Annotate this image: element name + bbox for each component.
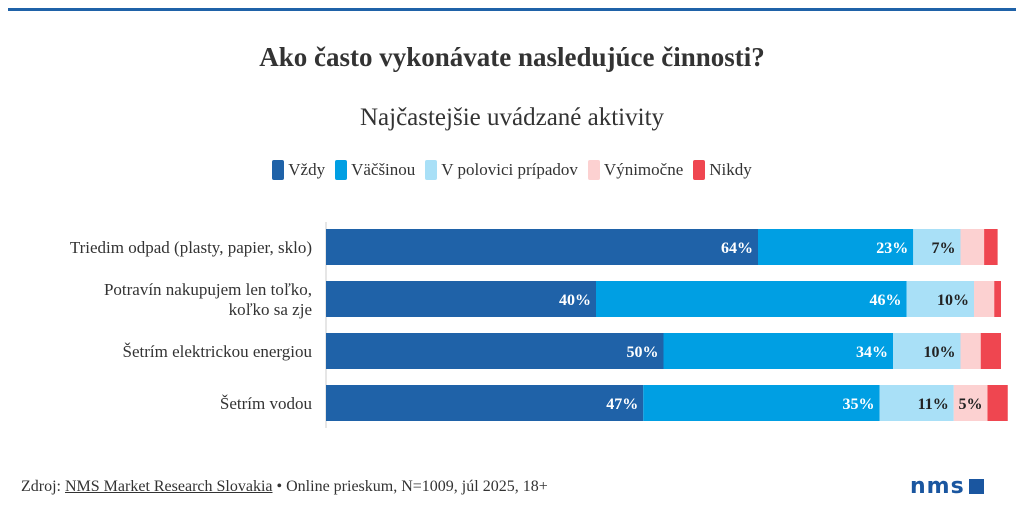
logo-square-icon (968, 479, 984, 494)
bar-segment (758, 229, 914, 265)
chart-subtitle: Najčastejšie uvádzané aktivity (359, 104, 665, 131)
bar-segment (987, 385, 1008, 421)
legend-item-vynimocne: Výnimočne (587, 160, 684, 180)
data-label: 40% (559, 292, 591, 309)
bar-segment (326, 333, 664, 369)
legend-item-v-polovici: V polovici prípadov (425, 160, 578, 180)
data-label: 10% (937, 292, 969, 309)
bar-segment (893, 333, 961, 369)
footer-separator: • (276, 478, 283, 495)
data-label: 23% (876, 240, 908, 257)
bar-segment (984, 229, 998, 265)
bar-segment (960, 229, 985, 265)
data-label: 35% (843, 396, 875, 413)
logo-text: nms (910, 474, 965, 499)
bar-segment (596, 281, 907, 317)
source-prefix: Zdroj: (21, 478, 61, 495)
legend-label-v-polovici: V polovici prípadov (441, 160, 578, 179)
survey-details: Online prieskum, N=1009, júl 2025, 18+ (286, 478, 548, 495)
legend-item-vzdy: Vždy (272, 160, 325, 180)
legend-item-vacsinou: Väčšinou (335, 160, 415, 180)
category-label: Triedim odpad (plasty, papier, sklo) (70, 238, 312, 257)
top-rule (8, 8, 1016, 11)
data-label: 46% (870, 292, 902, 309)
bar-segment (980, 333, 1001, 369)
legend-label-vacsinou: Väčšinou (351, 160, 416, 179)
bar-segment (326, 229, 758, 265)
bar-segment (326, 281, 596, 317)
category-label: Šetrím vodou (220, 394, 313, 413)
legend-item-nikdy: Nikdy (693, 160, 752, 180)
bar-segment (879, 385, 954, 421)
bar-segment (994, 281, 1001, 317)
legend-label-vzdy: Vždy (288, 160, 326, 179)
bar-segment (663, 333, 893, 369)
data-label: 5% (959, 396, 983, 413)
bar-segment (643, 385, 880, 421)
data-label: 34% (856, 344, 888, 361)
legend-label-vynimocne: Výnimočne (603, 160, 684, 179)
data-label: 10% (924, 344, 956, 361)
category-label: Potravín nakupujem len toľko, koľko sa zj… (104, 280, 312, 319)
chart-title: Ako často vykonávate nasledujúce činnost… (259, 42, 765, 72)
source-footer: Zdroj: NMS Market Research Slovakia • On… (21, 478, 548, 496)
legend-swatch-vzdy (272, 160, 285, 180)
bar-segment (913, 229, 961, 265)
legend-swatch-vacsinou (335, 160, 348, 180)
data-label: 64% (721, 240, 753, 257)
data-label: 7% (932, 240, 956, 257)
stacked-bar-chart: Triedim odpad (plasty, papier, sklo) 64% 2… (70, 222, 1008, 428)
legend-swatch-nikdy (693, 160, 706, 180)
source-link[interactable]: NMS Market Research Slovakia (65, 478, 273, 495)
legend-label-nikdy: Nikdy (709, 160, 752, 179)
category-label: Šetrím elektrickou energiou (123, 342, 313, 361)
legend-swatch-v-polovici (425, 160, 438, 180)
bar-segment (953, 385, 988, 421)
bar-segment (906, 281, 974, 317)
bar-segment (974, 281, 995, 317)
nms-logo: nms (910, 474, 984, 499)
bar-segment (326, 385, 644, 421)
chart-legend: Vždy Väčšinou V polovici prípadov Výnimo… (0, 160, 1024, 180)
legend-swatch-vynimocne (587, 160, 600, 180)
data-label: 11% (918, 396, 949, 413)
data-label: 50% (627, 344, 659, 361)
bar-segment (960, 333, 981, 369)
data-label: 47% (606, 396, 638, 413)
